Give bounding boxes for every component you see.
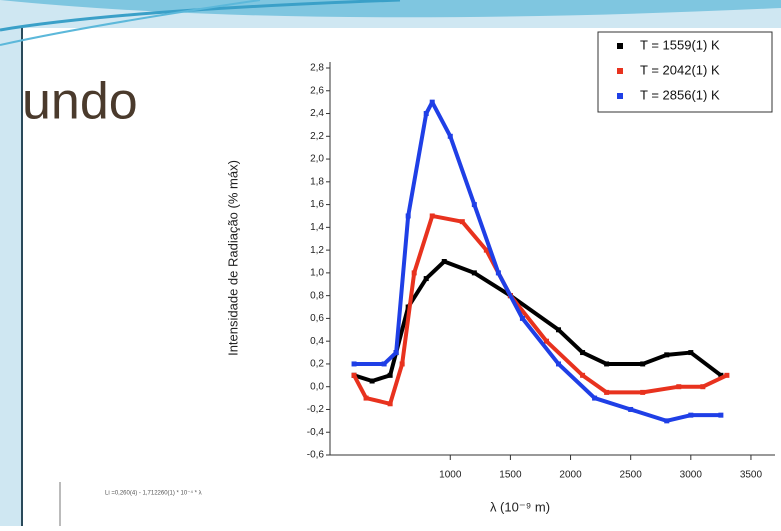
x-tick-label: 2500 [620,470,643,481]
x-tick-label: 3000 [680,470,703,481]
legend-marker [617,93,623,99]
data-point [471,202,477,208]
x-tick-label: 1500 [499,470,522,481]
y-tick-label: 0,8 [310,290,324,301]
y-tick-label: 0,0 [310,381,324,392]
data-point [405,213,411,219]
y-tick-label: 1,4 [310,222,324,233]
data-point [688,412,694,418]
data-point [351,361,357,367]
data-point [718,372,724,378]
y-axis-title: Intensidade de Radiação (% máx) [225,160,240,356]
y-tick-label: 1,8 [310,176,324,187]
data-point [387,372,393,378]
inset-formula: Li =0,260(4) - 1,712260(1) * 10⁻⁴ * λ [105,490,202,497]
y-tick-label: 0,6 [310,313,324,324]
x-axis-title: λ (10⁻⁹ m) [490,499,550,514]
data-point [688,350,694,356]
legend-marker [617,43,623,49]
slide-title: undo [22,73,138,131]
data-point [664,418,670,424]
data-point [447,133,453,139]
x-tick-label: 2000 [559,470,582,481]
legend-label: T = 2856(1) K [640,87,720,102]
data-point [580,372,586,378]
data-point [628,406,634,412]
data-point [604,361,610,367]
data-point [393,350,399,356]
y-tick-label: 2,0 [310,154,324,165]
data-point [441,259,447,264]
data-point [369,378,375,384]
data-point [580,350,586,356]
decor-curve [0,0,261,46]
data-point [724,372,730,378]
legend-marker [617,68,623,74]
decor-wave [0,0,781,18]
legend-label: T = 1559(1) K [640,37,720,52]
legend-label: T = 2042(1) K [640,62,720,77]
data-point [640,389,646,395]
data-point [676,384,682,390]
y-tick-label: 0,2 [310,359,324,370]
y-tick-label: 1,2 [310,245,324,256]
data-point [495,270,501,276]
y-tick-label: 0,4 [310,336,324,347]
data-point [387,401,393,407]
series-line [354,100,721,423]
data-point [423,111,429,117]
data-point [700,384,706,390]
y-tick-label: 2,4 [310,108,324,119]
y-tick-label: 1,0 [310,268,324,279]
y-tick-label: -0,2 [307,404,325,415]
data-point [459,219,465,225]
x-tick-label: 1000 [439,470,462,481]
data-point [399,361,405,367]
data-point [604,389,610,395]
y-tick-label: -0,4 [307,427,325,438]
data-point [411,270,417,276]
y-tick-label: 2,6 [310,85,324,96]
legend [597,31,773,113]
data-point [718,412,724,418]
data-point [429,99,435,105]
data-point [519,315,525,321]
y-tick-label: 2,2 [310,131,324,142]
data-point [471,270,477,276]
data-point [640,361,646,367]
y-tick-label: 2,8 [310,63,324,74]
data-point [423,276,429,282]
data-point [381,361,387,367]
y-tick-label: 1,6 [310,199,324,210]
data-point [483,247,489,253]
decor-curve [0,0,401,32]
data-point [556,361,562,367]
y-tick-label: -0,6 [307,450,325,461]
data-point [351,372,357,378]
x-tick-label: 3500 [740,470,763,481]
data-point [543,338,549,344]
data-point [363,395,369,401]
data-point [429,213,435,219]
data-point [664,352,670,358]
data-point [592,395,598,401]
data-point [556,327,562,333]
series-line [353,259,723,384]
